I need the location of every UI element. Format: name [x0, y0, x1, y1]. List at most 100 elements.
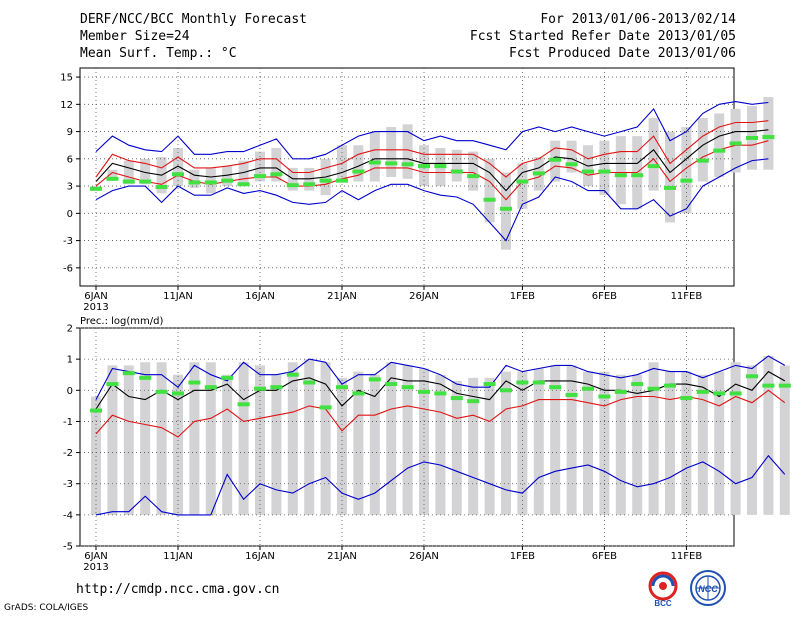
prec-range-bar	[435, 374, 446, 515]
temp-ytick-label: 9	[67, 127, 73, 138]
prec-xtick-label: 26JAN	[409, 551, 439, 562]
temp-ensemble-marker	[336, 178, 348, 183]
prec-ensemble-marker	[319, 405, 332, 410]
prec-series-min	[95, 454, 786, 516]
prec-range-bar	[468, 377, 479, 515]
prec-range-bar	[320, 362, 331, 515]
prec-range-bar	[517, 371, 528, 515]
prec-range-bar	[140, 362, 151, 515]
prec-ensemble-marker	[172, 391, 184, 396]
prec-range-bar	[238, 362, 249, 515]
temp-xtick-label: 21JAN	[327, 291, 357, 302]
temp-xtick-label: 6FEB	[592, 291, 617, 302]
prec-range-bar	[566, 365, 577, 515]
variable-label: Mean Surf. Temp.: °C	[80, 46, 237, 61]
temp-ensemble-marker	[286, 183, 299, 188]
temp-range-bar	[648, 117, 659, 191]
temp-range-bar	[665, 131, 675, 223]
prec-ytick-label: 2	[67, 324, 73, 335]
prec-ensemble-marker	[450, 396, 463, 401]
source-url[interactable]: http://cmdp.ncc.cma.gov.cn	[76, 582, 280, 597]
svg-text:NCC: NCC	[698, 584, 718, 594]
prec-ensemble-marker	[286, 372, 299, 377]
temp-range-bar	[681, 127, 692, 214]
temp-ensemble-marker	[254, 174, 266, 179]
temp-ensemble-marker	[139, 179, 152, 184]
prec-xtick-label: 1FEB	[510, 551, 535, 562]
prec-range-bar	[156, 362, 167, 515]
temp-ytick-label: -3	[63, 236, 73, 247]
temp-range-bar	[271, 147, 282, 182]
temp-ensemble-marker	[664, 185, 676, 190]
prec-range-bar	[714, 371, 725, 515]
prec-ytick-label: 1	[67, 355, 73, 366]
temp-ensemble-marker	[532, 171, 545, 176]
prec-ensemble-marker	[532, 380, 545, 385]
temp-range-bar	[763, 97, 774, 170]
ncc-logo: NCC	[690, 570, 726, 606]
temp-series-mean	[95, 129, 769, 192]
prec-xtick-label: 11JAN	[163, 551, 193, 562]
prec-ensemble-marker	[483, 382, 496, 387]
temp-range-bar	[451, 149, 462, 182]
temp-range-bar	[730, 108, 741, 173]
prec-ensemble-marker	[729, 391, 742, 396]
temp-ensemble-marker	[352, 169, 365, 174]
prec-ensemble-marker	[368, 377, 381, 382]
temp-range-bar	[189, 169, 200, 188]
temp-ensemble-marker	[319, 178, 332, 183]
prec-xtick-label: 6FEB	[592, 551, 617, 562]
temp-range-bar	[369, 131, 380, 182]
temp-range-bar	[468, 151, 479, 191]
prec-ensemble-marker	[582, 386, 594, 391]
prec-ensemble-marker	[467, 399, 480, 404]
chart-title: DERF/NCC/BCC Monthly Forecast	[80, 12, 307, 27]
prec-ytick-label: -3	[63, 479, 73, 490]
temp-ensemble-marker	[270, 172, 283, 177]
temp-range-bar	[123, 160, 134, 185]
prec-ensemble-marker	[762, 383, 775, 388]
prec-range-bar	[697, 374, 708, 515]
temp-ensemble-marker	[598, 169, 611, 174]
prec-ensemble-marker	[122, 371, 135, 376]
temp-xtick-label: 1FEB	[510, 291, 535, 302]
temp-ensemble-marker	[729, 141, 742, 146]
temp-ytick-label: 3	[67, 182, 73, 193]
prec-ensemble-marker	[204, 385, 217, 390]
member-size: Member Size=24	[80, 29, 190, 44]
prec-ytick-label: -1	[63, 417, 73, 428]
prec-ensemble-marker	[418, 389, 430, 394]
prec-ytick-label: -2	[63, 448, 73, 459]
prec-ensemble-marker	[549, 385, 562, 390]
prec-range-bar	[779, 365, 790, 515]
prec-ensemble-marker	[647, 386, 660, 391]
prec-ensemble-marker	[221, 375, 234, 380]
temp-ensemble-marker	[762, 135, 775, 140]
prec-range-bar	[747, 365, 757, 515]
temp-range-bar	[517, 163, 528, 209]
prec-xtick-label: 6JAN	[84, 551, 107, 562]
temp-ytick-label: 0	[67, 209, 73, 220]
temp-ensemble-marker	[155, 184, 168, 189]
grads-credit: GrADS: COLA/IGES	[4, 603, 89, 613]
temp-ensemble-marker	[368, 160, 381, 165]
temp-range-bar	[697, 117, 708, 182]
prec-ensemble-marker	[565, 392, 578, 397]
temp-ensemble-marker	[631, 173, 644, 178]
prec-ensemble-marker	[614, 389, 627, 394]
prec-xtick-year: 2013	[83, 562, 108, 573]
temp-ytick-label: 6	[67, 154, 73, 165]
temp-ensemble-marker	[614, 173, 627, 178]
prec-range-bar	[730, 362, 741, 515]
temp-ensemble-marker	[237, 182, 250, 187]
temp-ensemble-marker	[172, 172, 184, 177]
prec-ensemble-marker	[680, 396, 693, 401]
prec-ensemble-marker	[778, 383, 791, 388]
temp-range-bar	[173, 147, 183, 187]
prec-ensemble-marker	[139, 375, 152, 380]
temp-range-bar	[140, 158, 151, 185]
prec-ensemble-marker	[401, 385, 414, 390]
prec-range-bar	[402, 365, 413, 515]
prec-range-bar	[222, 374, 233, 515]
prec-range-bar	[419, 368, 429, 515]
